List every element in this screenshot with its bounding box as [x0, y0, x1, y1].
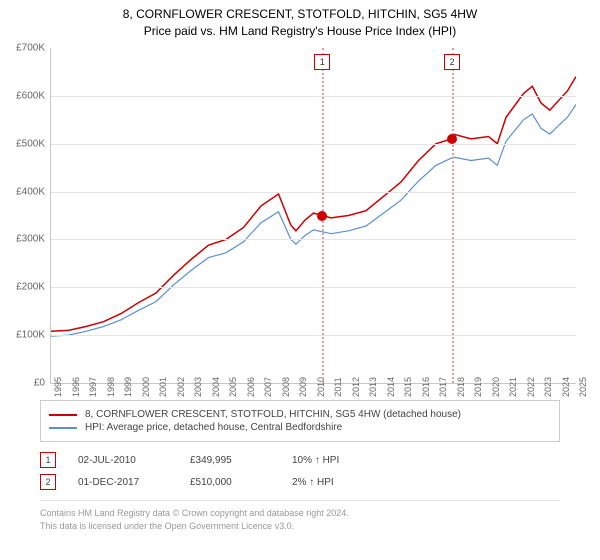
y-axis-label: £200K — [16, 282, 45, 293]
x-axis-label: 2019 — [471, 377, 483, 397]
sale-delta: 2% ↑ HPI — [292, 477, 334, 488]
y-axis-label: £700K — [16, 43, 45, 54]
legend-swatch — [49, 427, 77, 429]
x-axis-label: 2021 — [506, 377, 518, 397]
x-axis-label: 1995 — [51, 377, 63, 397]
chart-svg — [51, 48, 576, 383]
x-axis-label: 2005 — [226, 377, 238, 397]
sale-date: 02-JUL-2010 — [78, 455, 168, 466]
chart-title: 8, CORNFLOWER CRESCENT, STOTFOLD, HITCHI… — [0, 0, 600, 40]
sale-dot-icon — [447, 134, 457, 144]
sale-marker-icon: 1 — [40, 452, 56, 468]
sale-row-2: 2 01-DEC-2017 £510,000 2% ↑ HPI — [40, 474, 560, 490]
x-axis-label: 1997 — [86, 377, 98, 397]
footer-attribution: Contains HM Land Registry data © Crown c… — [40, 500, 560, 532]
sale-dot-icon — [317, 211, 327, 221]
legend-item-property: 8, CORNFLOWER CRESCENT, STOTFOLD, HITCHI… — [49, 409, 551, 420]
x-axis-label: 2009 — [296, 377, 308, 397]
x-axis-label: 1996 — [69, 377, 81, 397]
x-axis-label: 2014 — [384, 377, 396, 397]
x-axis-label: 2013 — [366, 377, 378, 397]
sale-price: £510,000 — [190, 477, 270, 488]
y-axis-label: £0 — [34, 378, 45, 389]
price-chart: £0£100K£200K£300K£400K£500K£600K£700K199… — [50, 48, 576, 384]
legend-swatch — [49, 414, 77, 416]
x-axis-label: 2000 — [139, 377, 151, 397]
footer-line-1: Contains HM Land Registry data © Crown c… — [40, 507, 560, 520]
y-axis-label: £600K — [16, 90, 45, 101]
x-axis-label: 2008 — [279, 377, 291, 397]
x-axis-label: 2006 — [244, 377, 256, 397]
x-axis-label: 2020 — [489, 377, 501, 397]
x-axis-label: 2025 — [576, 377, 588, 397]
y-axis-label: £300K — [16, 234, 45, 245]
x-axis-label: 2017 — [436, 377, 448, 397]
x-axis-label: 2024 — [559, 377, 571, 397]
x-axis-label: 2002 — [174, 377, 186, 397]
y-axis-label: £500K — [16, 138, 45, 149]
y-axis-label: £100K — [16, 330, 45, 341]
title-line-2: Price paid vs. HM Land Registry's House … — [0, 23, 600, 40]
x-axis-label: 2023 — [541, 377, 553, 397]
sale-marker-badge: 1 — [314, 54, 330, 70]
legend-label: 8, CORNFLOWER CRESCENT, STOTFOLD, HITCHI… — [85, 409, 461, 420]
x-axis-label: 2016 — [419, 377, 431, 397]
x-axis-label: 1999 — [121, 377, 133, 397]
x-axis-label: 2003 — [191, 377, 203, 397]
legend-label: HPI: Average price, detached house, Cent… — [85, 422, 342, 433]
x-axis-label: 2004 — [209, 377, 221, 397]
sale-marker-badge: 2 — [444, 54, 460, 70]
sale-row-1: 1 02-JUL-2010 £349,995 10% ↑ HPI — [40, 452, 560, 468]
series-property — [51, 77, 576, 332]
y-axis-label: £400K — [16, 186, 45, 197]
footer-line-2: This data is licensed under the Open Gov… — [40, 520, 560, 533]
legend-box: 8, CORNFLOWER CRESCENT, STOTFOLD, HITCHI… — [40, 400, 560, 442]
series-hpi — [51, 105, 576, 337]
x-axis-label: 2022 — [524, 377, 536, 397]
x-axis-label: 2018 — [454, 377, 466, 397]
x-axis-label: 2007 — [261, 377, 273, 397]
legend-item-hpi: HPI: Average price, detached house, Cent… — [49, 422, 551, 433]
sale-price: £349,995 — [190, 455, 270, 466]
title-line-1: 8, CORNFLOWER CRESCENT, STOTFOLD, HITCHI… — [0, 6, 600, 23]
sale-delta: 10% ↑ HPI — [292, 455, 339, 466]
x-axis-label: 1998 — [104, 377, 116, 397]
x-axis-label: 2015 — [401, 377, 413, 397]
sale-marker-icon: 2 — [40, 474, 56, 490]
x-axis-label: 2012 — [349, 377, 361, 397]
sales-table: 1 02-JUL-2010 £349,995 10% ↑ HPI 2 01-DE… — [40, 446, 560, 496]
x-axis-label: 2001 — [156, 377, 168, 397]
x-axis-label: 2011 — [331, 377, 343, 396]
sale-date: 01-DEC-2017 — [78, 477, 168, 488]
sale-marker-line — [452, 48, 454, 383]
